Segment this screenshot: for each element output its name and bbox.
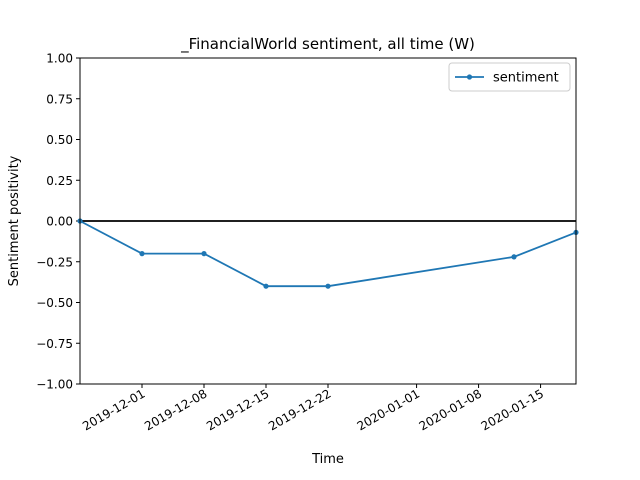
x-axis-title: Time (311, 452, 344, 467)
x-tick-label: 2019-12-15 (204, 386, 271, 433)
data-point (263, 283, 269, 289)
y-tick-label: 0.25 (46, 174, 73, 188)
data-point (325, 283, 331, 289)
data-point (201, 251, 207, 257)
y-tick-label: −0.75 (36, 337, 73, 351)
y-tick-label: 0.75 (46, 92, 73, 106)
y-axis: 1.00 0.75 0.50 0.25 0.00 −0.25 −0.50 −0.75 −1.00 (36, 52, 80, 392)
x-tick-label: 2019-12-01 (80, 386, 147, 433)
x-axis: 2019-12-012019-12-082019-12-152019-12-22… (80, 384, 546, 433)
legend-box (448, 62, 571, 92)
y-tick-label: 0.50 (46, 133, 73, 147)
x-tick-label: 2020-01-15 (479, 386, 546, 433)
y-tick-label: 1.00 (46, 52, 73, 66)
legend: sentiment (448, 62, 571, 92)
x-tick-label: 2020-01-08 (417, 386, 484, 433)
y-axis-title: Sentiment positivity (7, 155, 22, 286)
data-point (511, 254, 517, 260)
y-tick-label: 0.00 (46, 215, 73, 229)
chart-title: _FinancialWorld sentiment, all time (W) (180, 35, 475, 54)
y-tick-label: −0.25 (36, 255, 73, 269)
plot-frame (79, 57, 577, 385)
y-tick-label: −0.50 (36, 296, 73, 310)
y-tick-label: −1.00 (36, 378, 73, 392)
x-tick-label: 2020-01-01 (355, 386, 422, 433)
x-tick-label: 2019-12-22 (266, 386, 333, 433)
series-layer (77, 218, 579, 289)
legend-marker (466, 74, 473, 80)
legend-label: sentiment (493, 71, 559, 86)
x-tick-label: 2019-12-08 (142, 386, 209, 433)
data-point (139, 251, 145, 257)
